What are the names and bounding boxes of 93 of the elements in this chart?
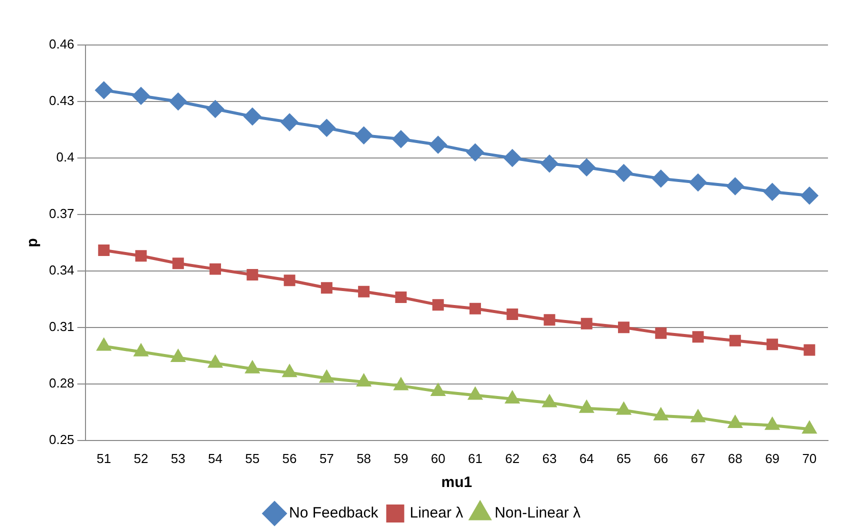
point (726, 178, 744, 195)
x-tick-label: 55 (245, 450, 260, 466)
point (284, 274, 296, 286)
y-tick-label: 0.46 (48, 36, 74, 52)
x-tick-label: 61 (468, 450, 482, 466)
point (320, 282, 332, 294)
point (802, 422, 816, 434)
x-tick-label: 52 (134, 450, 148, 466)
x-axis-title: mu1 (441, 474, 472, 492)
point (135, 250, 147, 262)
point (97, 338, 111, 351)
point (171, 350, 185, 362)
point (544, 314, 556, 326)
point (98, 244, 110, 256)
point (466, 144, 484, 161)
point (206, 100, 224, 118)
point (170, 92, 187, 110)
x-tick-label: 69 (765, 450, 780, 466)
x-tick-label: 68 (728, 450, 742, 466)
point (504, 149, 521, 166)
point (395, 292, 407, 304)
point (580, 318, 592, 330)
point (506, 308, 518, 320)
point (318, 119, 336, 136)
legend-label: No Feedback (289, 504, 379, 522)
x-tick-label: 66 (654, 450, 668, 466)
point (468, 388, 482, 400)
point (691, 410, 705, 422)
point (246, 361, 260, 374)
x-tick-label: 62 (505, 450, 520, 466)
point (95, 82, 112, 99)
point (172, 258, 184, 270)
point (320, 370, 334, 383)
y-tick-label: 0.34 (48, 262, 74, 278)
y-tick-label: 0.31 (48, 319, 74, 334)
y-tick-label: 0.43 (48, 93, 74, 108)
point (244, 108, 261, 126)
point (132, 87, 150, 104)
point (578, 158, 596, 176)
point (766, 338, 778, 350)
point (506, 391, 520, 404)
x-tick-label: 65 (616, 450, 631, 466)
point (804, 344, 816, 356)
point (358, 286, 370, 298)
y-tick-label: 0.28 (48, 375, 74, 390)
x-tick-label: 60 (430, 450, 446, 466)
x-tick-label: 57 (319, 450, 334, 466)
legend-label: Linear λ (410, 504, 464, 522)
point (355, 126, 372, 144)
point (469, 302, 481, 314)
point (431, 384, 445, 396)
y-tick-label: 0.37 (48, 206, 74, 222)
point (430, 136, 447, 154)
x-tick-label: 53 (170, 450, 186, 466)
point (210, 263, 222, 275)
point (394, 378, 408, 390)
point (800, 187, 818, 204)
x-tick-label: 59 (394, 450, 408, 466)
point (134, 344, 148, 356)
x-tick-label: 63 (542, 450, 557, 466)
point (540, 155, 558, 172)
y-tick-label: 0.25 (48, 432, 74, 447)
point (357, 374, 371, 387)
y-axis-title: p (24, 238, 42, 248)
point (282, 365, 296, 378)
point (690, 174, 707, 191)
point (392, 130, 410, 148)
point (655, 327, 667, 339)
point (542, 395, 556, 408)
point (580, 400, 594, 413)
point (281, 114, 298, 131)
point (652, 170, 670, 188)
legend-label: Non-Linear λ (494, 504, 581, 522)
point (654, 408, 668, 420)
x-tick-label: 67 (690, 450, 706, 466)
x-tick-label: 51 (96, 450, 112, 466)
point (728, 416, 742, 428)
point (692, 331, 704, 343)
x-tick-label: 70 (802, 450, 817, 466)
x-tick-label: 58 (356, 450, 372, 466)
point (764, 183, 781, 200)
point (246, 268, 258, 280)
point (766, 418, 779, 430)
point (208, 356, 222, 368)
point (729, 334, 741, 346)
point (615, 164, 632, 182)
x-tick-label: 56 (282, 450, 297, 466)
x-tick-label: 64 (579, 450, 594, 466)
y-tick-label: 0.4 (56, 150, 74, 165)
point (618, 322, 630, 334)
x-tick-label: 54 (208, 450, 223, 466)
point (617, 402, 630, 415)
point (432, 299, 444, 311)
